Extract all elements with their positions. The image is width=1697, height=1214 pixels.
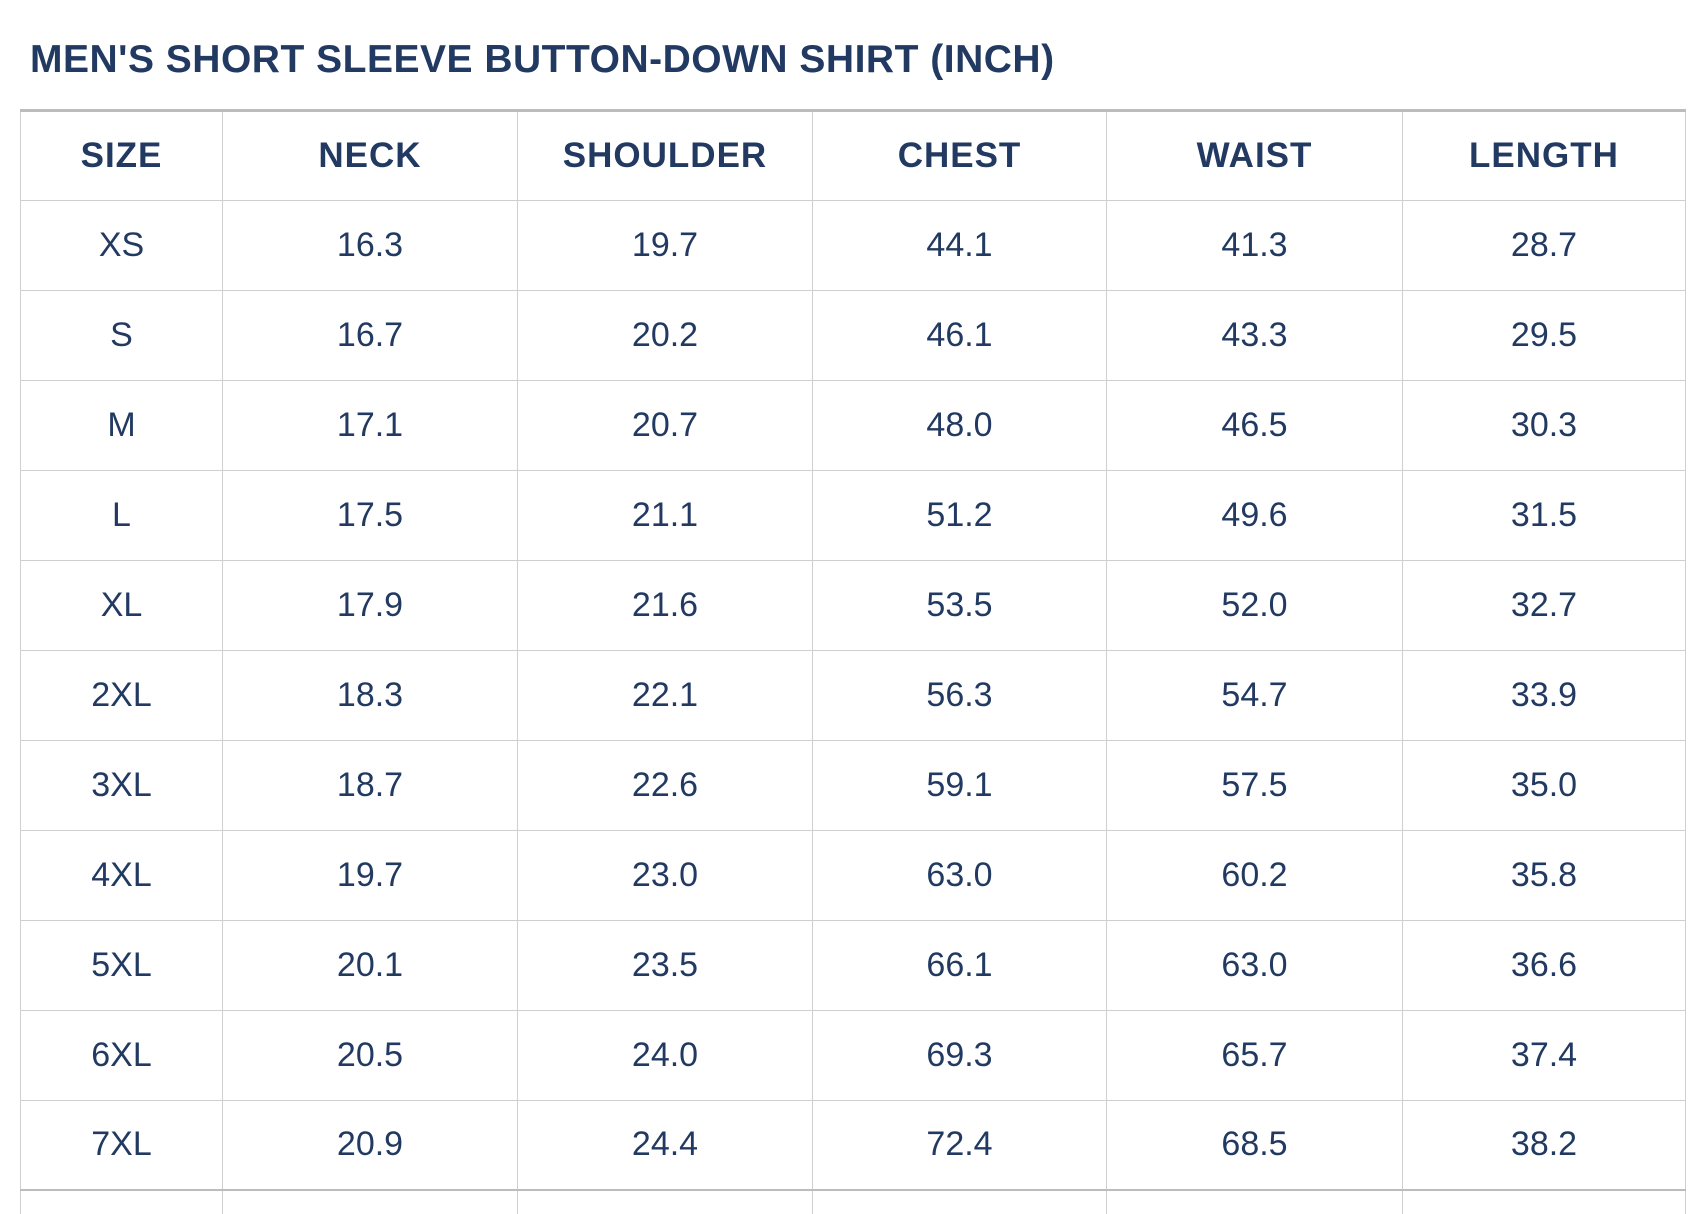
header-row: SIZE NECK SHOULDER CHEST WAIST LENGTH [20, 109, 1686, 201]
measurement-cell: 18.7 [222, 739, 518, 831]
measurement-cell: 59.1 [812, 739, 1107, 831]
measurement-cell: 69.3 [812, 1009, 1107, 1101]
size-chart-table: SIZE NECK SHOULDER CHEST WAIST LENGTH XS 16.3 1… [20, 108, 1686, 1214]
table-row: XL 17.9 21.6 53.5 52.0 32.7 [20, 559, 1686, 651]
size-cell: 5XL [20, 919, 223, 1011]
size-cell: 7XL [20, 1099, 223, 1192]
size-cell: 2XL [20, 649, 223, 741]
size-chart-header: SIZE NECK SHOULDER CHEST WAIST LENGTH [20, 109, 1686, 201]
measurement-cell: 52.0 [1106, 559, 1403, 651]
measurement-cell: 65.7 [1106, 1009, 1403, 1101]
measurement-cell: 38.2 [1402, 1099, 1686, 1192]
measurement-cell: 60.2 [1106, 829, 1403, 921]
size-cell: 4XL [20, 829, 223, 921]
measurement-cell: 68.5 [1106, 1099, 1403, 1192]
measurement-cell: 51.2 [812, 469, 1107, 561]
size-cell: 6XL [20, 1009, 223, 1101]
size-cell: XL [20, 559, 223, 651]
measurement-cell: 19.7 [222, 829, 518, 921]
measurement-cell: 49.6 [1106, 469, 1403, 561]
column-header-waist: WAIST [1106, 109, 1403, 201]
measurement-cell: 63.0 [1106, 919, 1403, 1011]
table-row: S 16.7 20.2 46.1 43.3 29.5 [20, 289, 1686, 381]
size-cell: S [20, 289, 223, 381]
column-header-size: SIZE [20, 109, 223, 201]
measurement-cell: 28.7 [1402, 199, 1686, 291]
column-header-shoulder: SHOULDER [517, 109, 813, 201]
table-row: L 17.5 21.1 51.2 49.6 31.5 [20, 469, 1686, 561]
empty-cell [1402, 1189, 1686, 1214]
column-header-chest: CHEST [812, 109, 1107, 201]
measurement-cell: 57.5 [1106, 739, 1403, 831]
measurement-cell: 54.7 [1106, 649, 1403, 741]
measurement-cell: 36.6 [1402, 919, 1686, 1011]
measurement-cell: 46.5 [1106, 379, 1403, 471]
measurement-cell: 20.1 [222, 919, 518, 1011]
table-row: M 17.1 20.7 48.0 46.5 30.3 [20, 379, 1686, 471]
measurement-cell: 22.6 [517, 739, 813, 831]
table-row: 6XL 20.5 24.0 69.3 65.7 37.4 [20, 1009, 1686, 1101]
empty-cell [222, 1189, 518, 1214]
table-row: 2XL 18.3 22.1 56.3 54.7 33.9 [20, 649, 1686, 741]
measurement-cell: 33.9 [1402, 649, 1686, 741]
measurement-cell: 72.4 [812, 1099, 1107, 1192]
measurement-cell: 24.4 [517, 1099, 813, 1192]
measurement-cell: 20.9 [222, 1099, 518, 1192]
measurement-cell: 21.6 [517, 559, 813, 651]
measurement-cell: 53.5 [812, 559, 1107, 651]
measurement-cell: 35.0 [1402, 739, 1686, 831]
column-header-length: LENGTH [1402, 109, 1686, 201]
measurement-cell: 19.7 [517, 199, 813, 291]
measurement-cell: 31.5 [1402, 469, 1686, 561]
column-header-neck: NECK [222, 109, 518, 201]
measurement-cell: 29.5 [1402, 289, 1686, 381]
size-cell: M [20, 379, 223, 471]
measurement-cell: 41.3 [1106, 199, 1403, 291]
measurement-cell: 63.0 [812, 829, 1107, 921]
table-row: 4XL 19.7 23.0 63.0 60.2 35.8 [20, 829, 1686, 921]
measurement-cell: 32.7 [1402, 559, 1686, 651]
measurement-cell: 16.3 [222, 199, 518, 291]
size-cell: 3XL [20, 739, 223, 831]
measurement-cell: 66.1 [812, 919, 1107, 1011]
measurement-cell: 43.3 [1106, 289, 1403, 381]
empty-cell [1106, 1189, 1403, 1214]
measurement-cell: 37.4 [1402, 1009, 1686, 1101]
measurement-cell: 23.5 [517, 919, 813, 1011]
measurement-cell: 20.7 [517, 379, 813, 471]
measurement-cell: 16.7 [222, 289, 518, 381]
table-row: 3XL 18.7 22.6 59.1 57.5 35.0 [20, 739, 1686, 831]
measurement-cell: 23.0 [517, 829, 813, 921]
empty-cell [517, 1189, 813, 1214]
page-title: MEN'S SHORT SLEEVE BUTTON-DOWN SHIRT (IN… [30, 38, 1055, 81]
measurement-cell: 20.5 [222, 1009, 518, 1101]
empty-cell [812, 1189, 1107, 1214]
measurement-cell: 35.8 [1402, 829, 1686, 921]
measurement-cell: 18.3 [222, 649, 518, 741]
measurement-cell: 17.1 [222, 379, 518, 471]
table-row: XS 16.3 19.7 44.1 41.3 28.7 [20, 199, 1686, 291]
measurement-cell: 46.1 [812, 289, 1107, 381]
clipped-row [20, 1189, 1686, 1214]
measurement-cell: 24.0 [517, 1009, 813, 1101]
measurement-cell: 56.3 [812, 649, 1107, 741]
table-row: 5XL 20.1 23.5 66.1 63.0 36.6 [20, 919, 1686, 1011]
measurement-cell: 21.1 [517, 469, 813, 561]
measurement-cell: 17.9 [222, 559, 518, 651]
size-cell: L [20, 469, 223, 561]
table-row: 7XL 20.9 24.4 72.4 68.5 38.2 [20, 1099, 1686, 1192]
measurement-cell: 22.1 [517, 649, 813, 741]
measurement-cell: 48.0 [812, 379, 1107, 471]
measurement-cell: 44.1 [812, 199, 1107, 291]
empty-cell [20, 1189, 223, 1214]
measurement-cell: 30.3 [1402, 379, 1686, 471]
measurement-cell: 20.2 [517, 289, 813, 381]
size-cell: XS [20, 199, 223, 291]
size-chart-body: XS 16.3 19.7 44.1 41.3 28.7 S 16.7 20.2 46.1 43.3 2… [20, 199, 1686, 1214]
measurement-cell: 17.5 [222, 469, 518, 561]
